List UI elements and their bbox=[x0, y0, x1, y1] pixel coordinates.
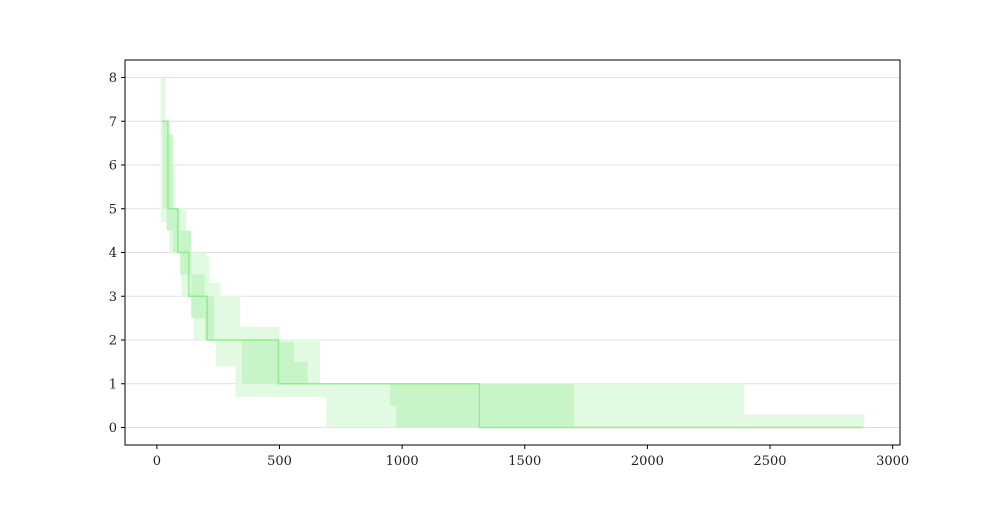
y-tick-label-5: 5 bbox=[109, 202, 117, 217]
outer-band-segment-14 bbox=[319, 383, 327, 397]
outer-band-segment-15 bbox=[326, 383, 398, 428]
y-tick-label-2: 2 bbox=[109, 334, 117, 349]
x-tick-label-2: 1000 bbox=[386, 454, 419, 469]
x-tick-label-0: 0 bbox=[153, 454, 161, 469]
x-tick-label-3: 1500 bbox=[508, 454, 541, 469]
inner-band-segment-10 bbox=[389, 383, 397, 406]
x-tick-label-4: 2000 bbox=[631, 454, 664, 469]
x-tick-label-1: 500 bbox=[267, 454, 292, 469]
y-tick-label-8: 8 bbox=[109, 71, 117, 86]
x-tick-label-5: 2500 bbox=[753, 454, 786, 469]
inner-band-segment-7 bbox=[241, 340, 280, 384]
y-tick-label-7: 7 bbox=[109, 115, 117, 130]
outer-band-segment-10 bbox=[220, 296, 236, 367]
y-tick-label-4: 4 bbox=[109, 246, 117, 261]
outer-band-segment-11 bbox=[235, 296, 241, 397]
y-axis: 0 1 2 3 4 5 6 7 8 bbox=[109, 71, 125, 436]
y-tick-label-0: 0 bbox=[109, 421, 117, 436]
inner-band-segment-2 bbox=[172, 208, 181, 253]
inner-band-segment-1 bbox=[166, 134, 173, 231]
inner-band-segment-0 bbox=[163, 121, 167, 209]
y-tick-label-6: 6 bbox=[109, 159, 117, 174]
x-axis: 0 500 1000 1500 2000 2500 3000 bbox=[153, 445, 909, 469]
median-step-line-0 bbox=[161, 120, 864, 429]
y-tick-label-1: 1 bbox=[109, 377, 117, 392]
line-layer bbox=[161, 120, 864, 429]
inner-band-segment-5 bbox=[204, 296, 215, 340]
y-tick-label-3: 3 bbox=[109, 290, 117, 305]
outer-band-segment-17 bbox=[744, 414, 865, 428]
inner-band-segment-8 bbox=[279, 342, 295, 384]
inner-band-layer bbox=[163, 121, 574, 428]
inner-band-segment-9 bbox=[294, 361, 308, 384]
outer-band-segment-9 bbox=[215, 283, 221, 367]
inner-band-segment-12 bbox=[479, 383, 574, 428]
inner-band-segment-11 bbox=[396, 383, 480, 428]
x-tick-label-6: 3000 bbox=[876, 454, 909, 469]
